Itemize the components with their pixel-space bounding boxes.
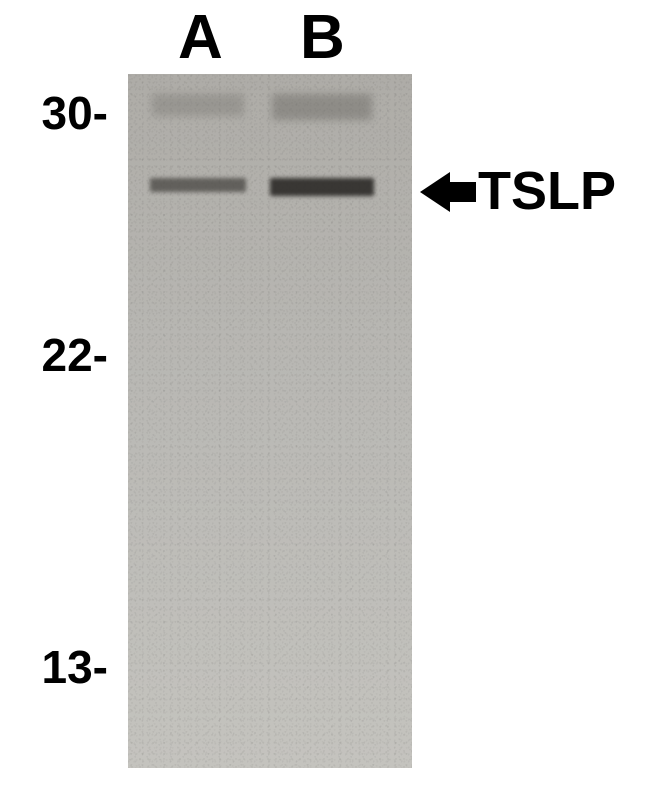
band-lane-b-faint-upper: [272, 94, 372, 120]
lane-label-a: A: [178, 2, 223, 73]
band-lane-a-tslp: [150, 178, 246, 192]
mw-marker-22: 22-: [42, 328, 108, 382]
protein-label-tslp: TSLP: [478, 160, 616, 222]
band-lane-b-tslp: [270, 178, 374, 196]
lane-label-b: B: [300, 2, 345, 73]
pointer-arrow-icon: [420, 168, 476, 216]
arrow-left-icon: [420, 168, 476, 216]
band-lane-a-faint-upper: [152, 94, 244, 116]
western-blot-figure: A B 30- 22- 13- TSLP: [0, 0, 650, 795]
mw-marker-30: 30-: [42, 86, 108, 140]
blot-membrane: [128, 74, 412, 768]
mw-marker-13: 13-: [42, 640, 108, 694]
